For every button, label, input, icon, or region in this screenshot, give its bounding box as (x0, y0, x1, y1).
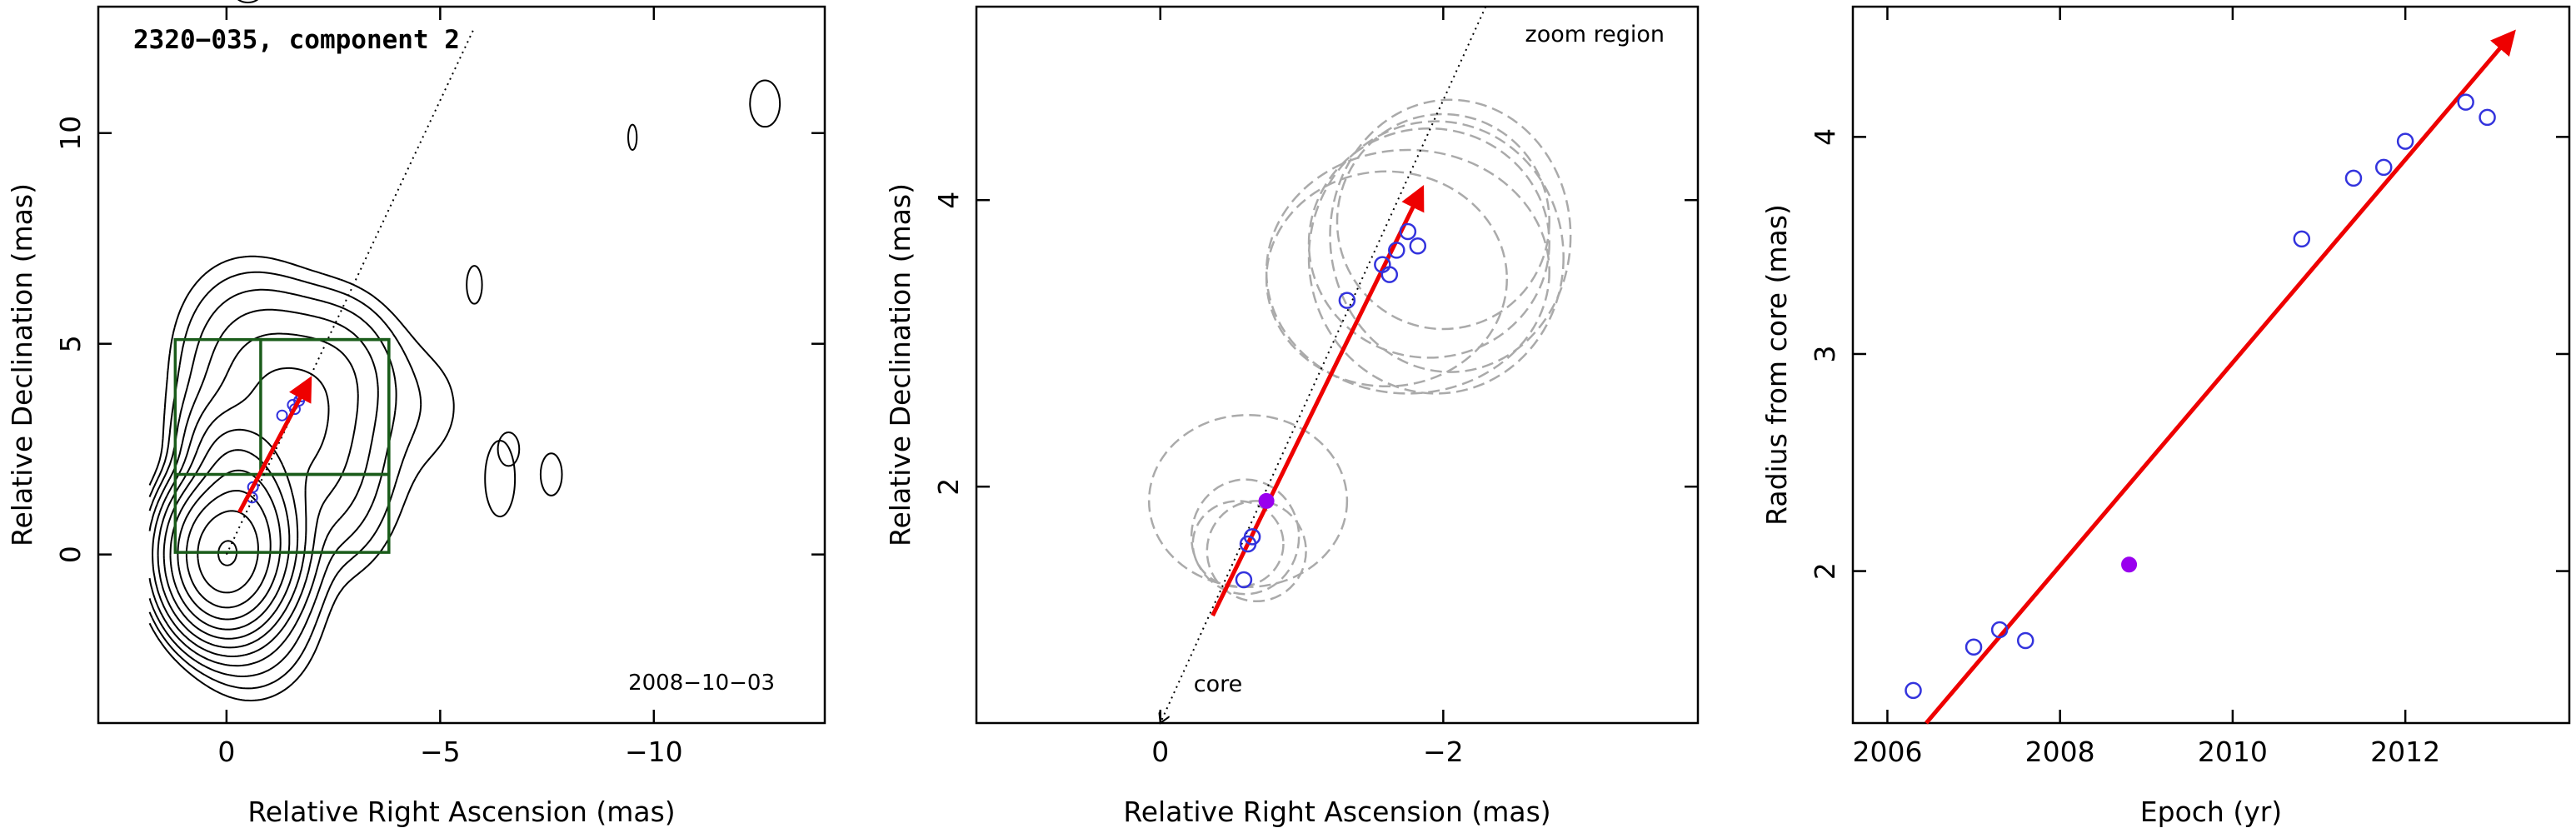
core-label: core (1194, 671, 1242, 697)
x-tick-label: −5 (420, 736, 461, 768)
plot-frame (1851, 5, 2571, 725)
plot-frame (975, 5, 1700, 725)
y-tick-label: 2 (932, 478, 965, 496)
position-marker (276, 409, 288, 421)
panel-radius-vs-epoch: 2006 2008 2010 2012 2 3 4 Epoch (yr) Radius fr… (1760, 5, 2571, 828)
x-tick-label: −10 (625, 736, 683, 768)
y-tick-label: 4 (932, 192, 965, 209)
y-axis-label: Radius from core (mas) (1760, 204, 1793, 526)
component-ellipse (1335, 112, 1550, 331)
contour-map (148, 0, 781, 701)
contour-blob (539, 452, 563, 496)
y-tick-label: 3 (1809, 345, 1841, 362)
position-point (1380, 266, 1399, 283)
x-tick-label: 2010 (2198, 736, 2268, 768)
axis-ticks: 0 −5 −10 0 5 10 (54, 7, 825, 768)
contour-blob (466, 265, 483, 305)
y-tick-label: 0 (54, 546, 87, 563)
y-axis-label: Relative Declination (mas) (6, 183, 38, 546)
contour-level (197, 510, 259, 594)
contour-blob (627, 123, 638, 152)
contour-blob (749, 79, 781, 128)
contour-blob (237, 0, 259, 3)
contour-level (162, 428, 299, 640)
panel-zoom-region: 0 −2 2 4 zoom region core Relative Right As… (884, 5, 1700, 828)
contour-level (152, 332, 359, 657)
contour-level (148, 255, 455, 701)
position-point-filled (1258, 492, 1275, 509)
chart-title: 2320−035, component 2 (133, 25, 460, 55)
component-ellipse (1307, 127, 1550, 359)
y-tick-label: 5 (54, 335, 87, 352)
motion-arrow (1211, 184, 1425, 617)
component-ellipse (1191, 500, 1285, 588)
position-point (1388, 242, 1405, 259)
contour-blob (484, 440, 517, 518)
observation-date: 2008−10−03 (628, 671, 775, 696)
contour-level (169, 449, 291, 631)
y-tick-label: 10 (54, 116, 87, 151)
x-tick-label: −2 (1423, 736, 1464, 768)
axis-ticks: 2006 2008 2010 2012 2 3 4 (1809, 7, 2569, 768)
y-tick-label: 2 (1809, 562, 1841, 580)
x-tick-label: 2006 (1852, 736, 1922, 768)
contour-level (157, 367, 330, 649)
data-point (2396, 132, 2414, 150)
x-tick-label: 0 (217, 736, 235, 768)
data-point (1964, 638, 1983, 656)
x-tick-label: 2008 (2025, 736, 2095, 768)
component-ellipse (1265, 148, 1550, 395)
x-axis-label: Epoch (yr) (2140, 796, 2282, 828)
position-point (1235, 571, 1253, 589)
x-axis-label: Relative Right Ascension (mas) (247, 796, 675, 828)
overlay-layer (1147, 6, 1572, 723)
data-point (2344, 169, 2363, 187)
data-point (2457, 93, 2474, 111)
motion-arrow (237, 376, 312, 514)
component-ellipse (1190, 478, 1300, 596)
axis-ticks: 0 −2 2 4 (932, 7, 1698, 768)
component-ellipse (1329, 98, 1572, 373)
position-marker (247, 481, 259, 493)
y-axis-label: Relative Declination (mas) (884, 183, 916, 546)
data-point (1990, 621, 2009, 639)
data-point (2479, 108, 2496, 127)
data-point-filled (2121, 556, 2138, 573)
data-point (2374, 158, 2393, 177)
overlay-layer (173, 27, 476, 556)
overlay-layer (1905, 29, 2516, 725)
jet-direction-line (1161, 6, 1487, 723)
zoom-region-label: zoom region (1525, 22, 1665, 47)
x-tick-label: 0 (1151, 736, 1169, 768)
component-ellipse (1206, 500, 1307, 603)
plot-frame (97, 5, 826, 725)
contour-blob (497, 431, 521, 467)
position-point (1409, 237, 1427, 255)
position-point (1338, 292, 1356, 309)
contour-level (185, 490, 272, 609)
position-point (1399, 222, 1417, 241)
jet-direction-line (225, 27, 476, 556)
x-axis-label: Relative Right Ascension (mas) (1123, 796, 1550, 828)
data-point (2293, 230, 2311, 248)
component-ellipse (1307, 120, 1565, 395)
fit-arrow (1925, 29, 2516, 725)
y-tick-label: 4 (1809, 128, 1841, 146)
panel-contour-map: 0 −5 −10 0 5 10 2320−035, component 2 2008−10… (6, 0, 826, 828)
data-point (1905, 681, 1922, 700)
x-tick-label: 2012 (2370, 736, 2440, 768)
contour-level (148, 271, 422, 690)
position-point (1243, 528, 1261, 546)
data-point (2016, 631, 2034, 650)
